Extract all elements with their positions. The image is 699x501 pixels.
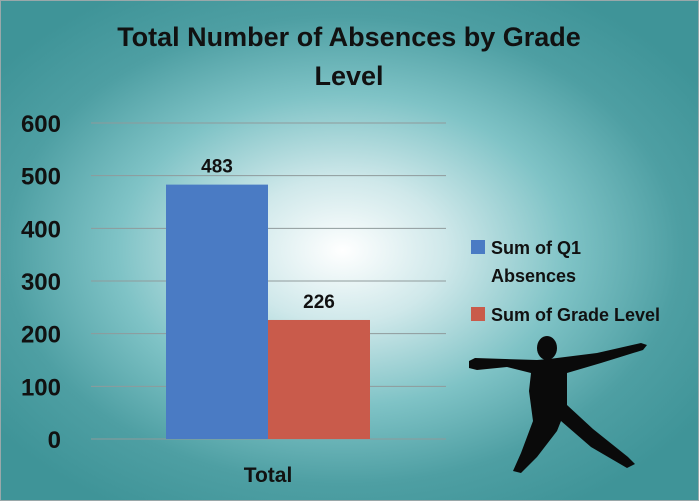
y-tick-label-1: 100 [21,374,61,401]
bars [166,184,370,439]
y-tick-label-2: 200 [21,322,61,349]
bar-1-0 [268,319,370,439]
legend-label-0-line-0: Sum of Q1 [491,238,581,258]
legend-swatch-1 [471,307,485,321]
legend-label-1-line-0: Sum of Grade Level [491,305,660,325]
jumping-person-silhouette-icon [469,336,647,473]
legend-label-0-line-1: Absences [491,266,576,286]
legend: Sum of Q1 Absences Sum of Grade Level [471,238,660,325]
y-axis-tick-labels: 0 100 200 300 400 500 600 [21,111,61,454]
y-tick-label-3: 300 [21,269,61,296]
x-axis-category-label: Total [244,464,293,487]
y-tick-label-0: 0 [48,427,61,454]
y-tick-label-4: 400 [21,216,61,243]
y-tick-label-6: 600 [21,111,61,138]
y-tick-label-5: 500 [21,164,61,191]
data-labels: 483 226 [201,157,335,313]
data-label-0-0: 483 [201,157,233,178]
chart-title-line-2: Level [314,61,383,91]
chart-title-line-1: Total Number of Absences by Grade [117,22,581,52]
bar-0-0 [166,184,268,439]
legend-swatch-0 [471,240,485,254]
data-label-1-0: 226 [303,292,335,313]
